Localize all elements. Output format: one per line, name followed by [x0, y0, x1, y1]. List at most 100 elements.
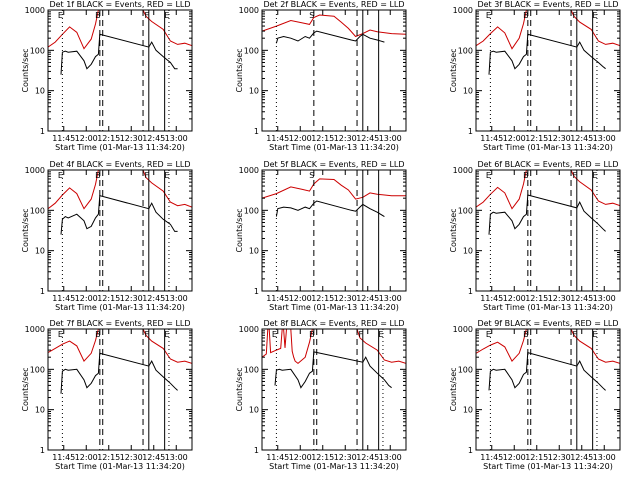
detector-panel: Det 5f BLACK = Events, RED = LLD S 1 10 100 1… — [235, 160, 407, 312]
y-tick-label: 1000 — [239, 166, 259, 175]
marker-label: B — [95, 171, 101, 180]
lld-series-line — [48, 10, 192, 50]
x-axis-label: Start Time (01-Mar-13 11:34:20) — [483, 143, 613, 152]
y-axis-label: Counts/sec — [235, 48, 244, 92]
events-series-line — [60, 33, 178, 75]
x-tick-label: 11:45 — [266, 134, 289, 143]
x-tick-label: 12:00 — [289, 294, 312, 303]
y-tick-label: 1000 — [25, 166, 45, 175]
lld-series-line — [262, 14, 406, 38]
marker-label: B — [523, 11, 529, 20]
y-tick-label: 100 — [458, 46, 473, 55]
y-axis-label: Counts/sec — [21, 367, 30, 411]
lld-series-line — [48, 170, 192, 210]
x-tick-label: 12:00 — [75, 453, 98, 462]
x-tick-label: 13:00 — [379, 453, 402, 462]
panel-title: Det 3f BLACK = Events, RED = LLD — [477, 0, 618, 9]
events-series-line — [60, 195, 178, 235]
y-tick-label: 1 — [40, 446, 45, 455]
y-tick-label: 10 — [249, 87, 259, 96]
x-tick-label: 12:45 — [356, 453, 379, 462]
marker-label: E — [164, 330, 169, 339]
x-tick-label: 13:00 — [165, 294, 188, 303]
y-axis-label: Counts/sec — [449, 367, 458, 411]
x-tick-label: 12:00 — [289, 134, 312, 143]
x-tick-label: 12:30 — [334, 453, 357, 462]
x-tick-label: 12:45 — [356, 294, 379, 303]
x-tick-label: 13:00 — [379, 294, 402, 303]
panel-title: Det 4f BLACK = Events, RED = LLD — [49, 160, 190, 169]
x-tick-label: 11:45 — [52, 134, 75, 143]
events-series-line — [488, 194, 606, 235]
marker-label: E — [164, 11, 169, 20]
y-axis-label: Counts/sec — [235, 208, 244, 252]
y-tick-label: 1000 — [25, 6, 45, 15]
y-axis-label: Counts/sec — [235, 367, 244, 411]
x-tick-label: 12:00 — [503, 453, 526, 462]
plot-frame — [47, 9, 193, 132]
detector-panel: Det 3f BLACK = Events, RED = LLD E B F E 1 10 1… — [449, 0, 621, 152]
y-tick-label: 1000 — [453, 6, 473, 15]
events-series-line — [275, 30, 385, 44]
plot-frame — [475, 328, 621, 451]
detector-panel: Det 4f BLACK = Events, RED = LLD E B F E 1 10 1… — [21, 160, 193, 312]
y-tick-label: 1 — [468, 287, 473, 296]
y-tick-label: 10 — [35, 247, 45, 256]
plot-frame — [261, 328, 407, 451]
marker-label: B — [95, 11, 101, 20]
x-axis-label: Start Time (01-Mar-13 11:34:20) — [269, 143, 399, 152]
x-tick-label: 13:00 — [165, 453, 188, 462]
detector-panel: Det 2f BLACK = Events, RED = LLD S 1 10 100 1… — [235, 0, 407, 152]
y-tick-label: 1 — [40, 127, 45, 136]
x-tick-label: 12:45 — [570, 134, 593, 143]
plot-frame — [47, 169, 193, 292]
x-tick-label: 12:00 — [289, 453, 312, 462]
x-tick-label: 12:45 — [570, 294, 593, 303]
y-tick-label: 1000 — [453, 325, 473, 334]
panel-title: Det 1f BLACK = Events, RED = LLD — [49, 0, 190, 9]
x-tick-label: 12:15 — [525, 453, 548, 462]
x-tick-label: 12:00 — [503, 294, 526, 303]
panel-title: Det 6f BLACK = Events, RED = LLD — [477, 160, 618, 169]
marker-label: B — [523, 171, 529, 180]
x-tick-label: 12:00 — [503, 134, 526, 143]
panel-title: Det 7f BLACK = Events, RED = LLD — [49, 319, 190, 328]
y-tick-label: 100 — [458, 206, 473, 215]
y-tick-label: 100 — [244, 46, 259, 55]
x-tick-label: 12:15 — [311, 453, 334, 462]
y-tick-label: 100 — [458, 365, 473, 374]
y-tick-label: 1000 — [453, 166, 473, 175]
x-tick-label: 12:45 — [142, 453, 165, 462]
x-axis-label: Start Time (01-Mar-13 11:34:20) — [269, 462, 399, 471]
x-tick-label: 11:45 — [52, 453, 75, 462]
y-tick-label: 10 — [463, 406, 473, 415]
x-tick-label: 11:45 — [266, 453, 289, 462]
lld-series-line — [476, 10, 620, 50]
x-tick-label: 12:15 — [97, 294, 120, 303]
y-tick-label: 1 — [468, 127, 473, 136]
x-tick-label: 12:00 — [75, 294, 98, 303]
panel-title: Det 8f BLACK = Events, RED = LLD — [263, 319, 404, 328]
x-tick-label: 13:00 — [593, 134, 616, 143]
x-tick-label: 12:30 — [548, 134, 571, 143]
y-tick-label: 1000 — [239, 325, 259, 334]
detector-panel: Det 6f BLACK = Events, RED = LLD E B F E 1 10 1… — [449, 160, 621, 312]
marker-label: E — [592, 330, 597, 339]
lld-series-line — [262, 178, 406, 200]
x-tick-label: 11:45 — [480, 453, 503, 462]
y-tick-label: 1 — [254, 127, 259, 136]
y-tick-label: 1 — [468, 446, 473, 455]
lld-series-line — [48, 329, 192, 364]
x-tick-label: 11:45 — [480, 294, 503, 303]
plot-frame — [475, 9, 621, 132]
panel-title: Det 5f BLACK = Events, RED = LLD — [263, 160, 404, 169]
x-tick-label: 12:30 — [120, 134, 143, 143]
marker-label: F — [358, 330, 363, 339]
x-tick-label: 12:45 — [142, 294, 165, 303]
x-tick-label: 12:30 — [548, 294, 571, 303]
events-series-line — [488, 33, 606, 75]
y-tick-label: 10 — [463, 247, 473, 256]
detector-panel: Det 1f BLACK = Events, RED = LLD E B F E 1 10 1… — [21, 0, 193, 152]
marker-label: F — [144, 171, 149, 180]
marker-label: F — [572, 330, 577, 339]
